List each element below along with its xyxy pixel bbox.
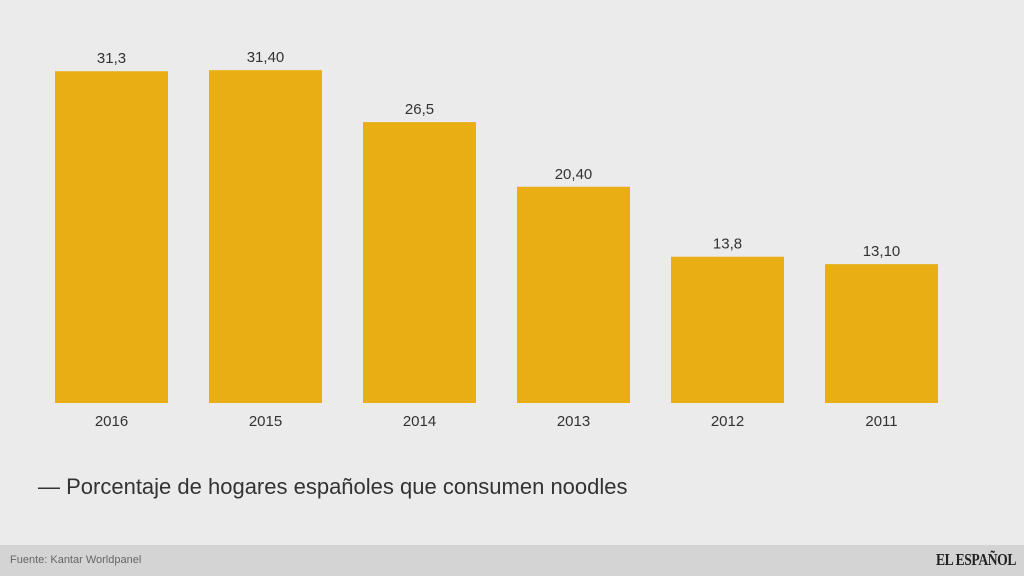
data-label: 20,40 [555,166,593,183]
bar-2016 [55,71,168,403]
bar-chart: 31,3 2016 31,40 2015 26,5 2014 20,40 2013 13,8 20… [55,49,938,430]
bar-2014 [363,122,476,403]
x-tick-label: 2012 [711,413,744,430]
bar-2015 [209,70,322,403]
x-tick-label: 2013 [557,413,590,430]
data-label: 31,3 [97,50,126,67]
x-tick-label: 2014 [403,413,436,430]
bar-2013 [517,186,630,403]
bar-2012 [671,256,784,403]
data-label: 13,10 [863,243,901,260]
source-text: Fuente: Kantar Worldpanel [10,554,142,566]
data-label: 31,40 [247,49,285,66]
data-label: 26,5 [405,101,434,118]
data-label: 13,8 [713,236,742,253]
x-tick-label: 2011 [865,413,897,430]
x-tick-label: 2015 [249,413,282,430]
x-tick-label: 2016 [95,413,128,430]
footer: Fuente: Kantar Worldpanel EL ESPAÑOL [0,545,1024,576]
el-espanol-logo: EL ESPAÑOL [935,550,1016,569]
legend-label: — Porcentaje de hogares españoles que co… [38,474,628,499]
bar-2011 [825,264,938,403]
